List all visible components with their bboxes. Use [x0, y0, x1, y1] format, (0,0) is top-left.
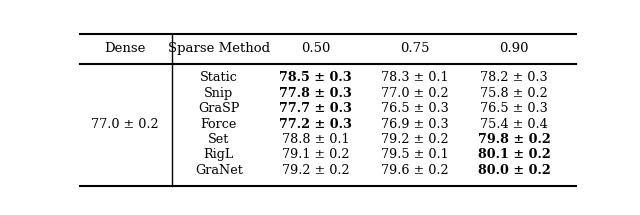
Text: 76.5 ± 0.3: 76.5 ± 0.3 [480, 102, 548, 115]
Text: 78.8 ± 0.1: 78.8 ± 0.1 [282, 133, 349, 146]
Text: 75.4 ± 0.4: 75.4 ± 0.4 [480, 118, 548, 131]
Text: 78.3 ± 0.1: 78.3 ± 0.1 [381, 71, 449, 84]
Text: GraSP: GraSP [198, 102, 239, 115]
Text: Force: Force [201, 118, 237, 131]
Text: 78.2 ± 0.3: 78.2 ± 0.3 [480, 71, 548, 84]
Text: 79.8 ± 0.2: 79.8 ± 0.2 [477, 133, 550, 146]
Text: Dense: Dense [104, 43, 145, 55]
Text: Set: Set [208, 133, 230, 146]
Text: Snip: Snip [204, 87, 234, 100]
Text: 80.1 ± 0.2: 80.1 ± 0.2 [477, 148, 550, 161]
Text: 80.0 ± 0.2: 80.0 ± 0.2 [477, 164, 550, 177]
Text: 77.7 ± 0.3: 77.7 ± 0.3 [279, 102, 352, 115]
Text: 0.90: 0.90 [499, 43, 529, 55]
Text: 79.1 ± 0.2: 79.1 ± 0.2 [282, 148, 349, 161]
Text: 77.0 ± 0.2: 77.0 ± 0.2 [91, 118, 159, 131]
Text: 76.9 ± 0.3: 76.9 ± 0.3 [381, 118, 449, 131]
Text: Static: Static [200, 71, 238, 84]
Text: RigL: RigL [204, 148, 234, 161]
Text: 0.75: 0.75 [400, 43, 429, 55]
Text: 76.5 ± 0.3: 76.5 ± 0.3 [381, 102, 449, 115]
Text: Sparse Method: Sparse Method [168, 43, 270, 55]
Text: 79.2 ± 0.2: 79.2 ± 0.2 [282, 164, 349, 177]
Text: GraNet: GraNet [195, 164, 243, 177]
Text: 77.0 ± 0.2: 77.0 ± 0.2 [381, 87, 449, 100]
Text: 75.8 ± 0.2: 75.8 ± 0.2 [480, 87, 548, 100]
Text: 79.6 ± 0.2: 79.6 ± 0.2 [381, 164, 449, 177]
Text: 77.8 ± 0.3: 77.8 ± 0.3 [279, 87, 352, 100]
Text: 77.2 ± 0.3: 77.2 ± 0.3 [279, 118, 352, 131]
Text: 79.5 ± 0.1: 79.5 ± 0.1 [381, 148, 449, 161]
Text: 79.2 ± 0.2: 79.2 ± 0.2 [381, 133, 449, 146]
Text: 78.5 ± 0.3: 78.5 ± 0.3 [279, 71, 352, 84]
Text: 0.50: 0.50 [301, 43, 330, 55]
